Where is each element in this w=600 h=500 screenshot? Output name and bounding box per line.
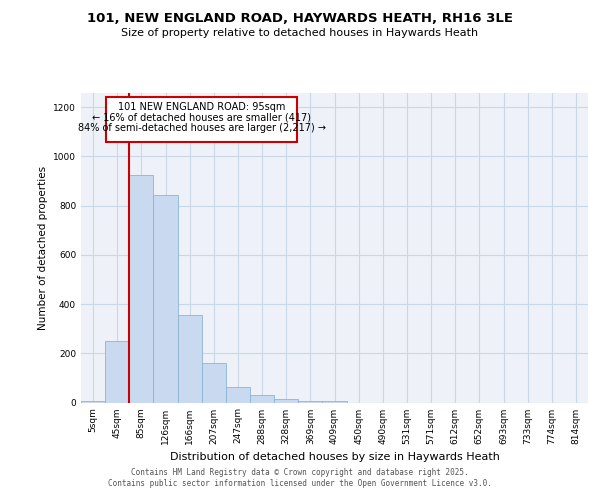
- Bar: [298, 400, 322, 402]
- Bar: [250, 395, 274, 402]
- Bar: [105, 341, 129, 402]
- Bar: [178, 315, 202, 402]
- Bar: [226, 386, 250, 402]
- Text: 101 NEW ENGLAND ROAD: 95sqm: 101 NEW ENGLAND ROAD: 95sqm: [118, 102, 286, 113]
- Bar: [202, 363, 226, 403]
- FancyBboxPatch shape: [106, 98, 297, 142]
- Y-axis label: Number of detached properties: Number of detached properties: [38, 166, 47, 330]
- Text: 84% of semi-detached houses are larger (2,217) →: 84% of semi-detached houses are larger (…: [78, 122, 326, 132]
- X-axis label: Distribution of detached houses by size in Haywards Heath: Distribution of detached houses by size …: [170, 452, 499, 462]
- Bar: [129, 175, 154, 402]
- Text: 101, NEW ENGLAND ROAD, HAYWARDS HEATH, RH16 3LE: 101, NEW ENGLAND ROAD, HAYWARDS HEATH, R…: [87, 12, 513, 26]
- Bar: [274, 399, 298, 402]
- Text: Size of property relative to detached houses in Haywards Heath: Size of property relative to detached ho…: [121, 28, 479, 38]
- Bar: [154, 194, 178, 402]
- Text: Contains HM Land Registry data © Crown copyright and database right 2025.
Contai: Contains HM Land Registry data © Crown c…: [108, 468, 492, 487]
- Text: ← 16% of detached houses are smaller (417): ← 16% of detached houses are smaller (41…: [92, 112, 311, 122]
